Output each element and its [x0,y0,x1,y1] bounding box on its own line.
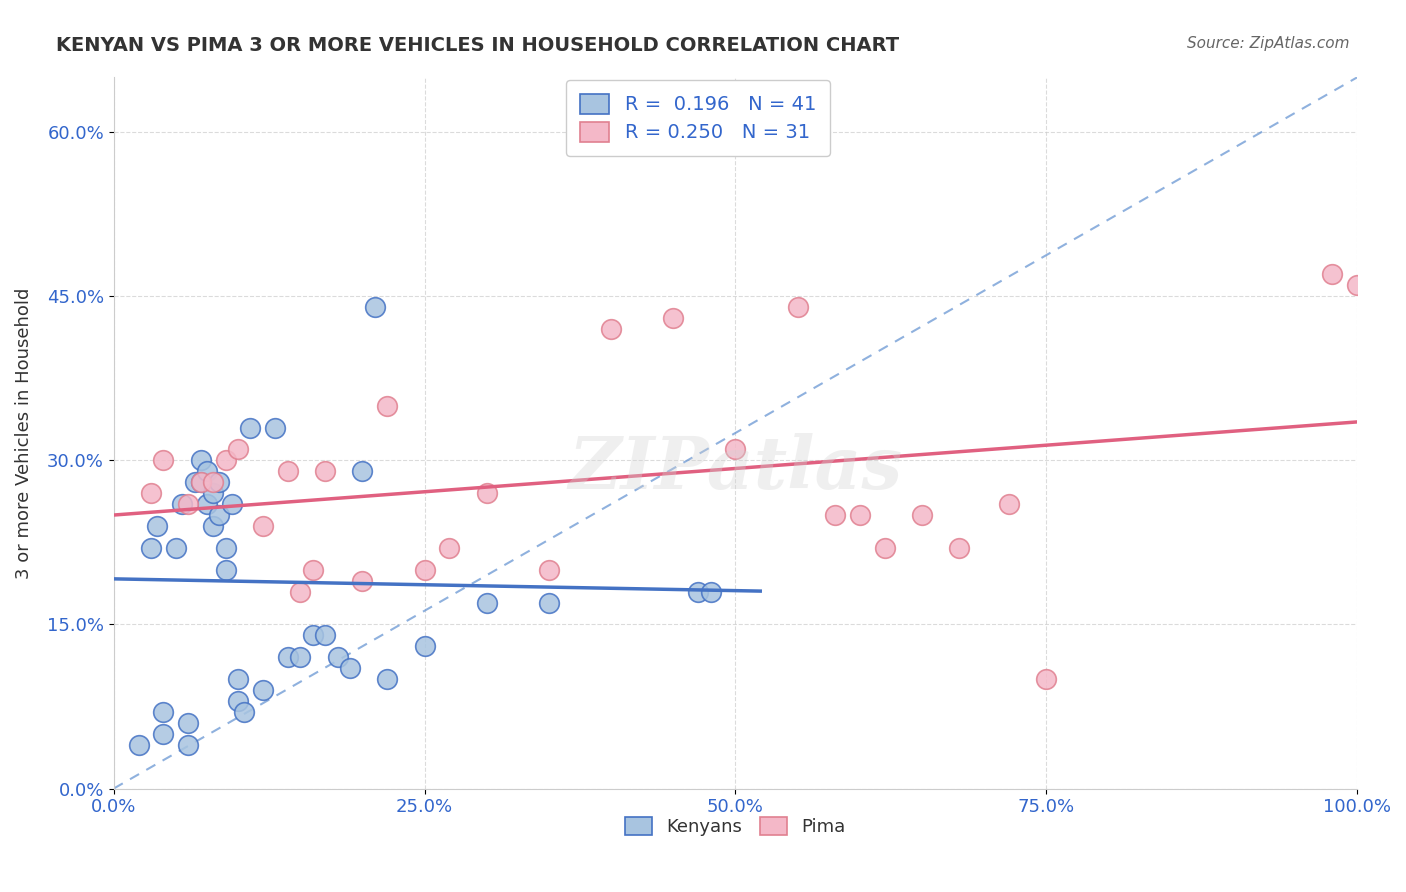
Point [152,453,174,467]
Point [195,497,218,511]
Y-axis label: 3 or more Vehicles in Household: 3 or more Vehicles in Household [15,287,32,579]
Point [475,486,498,500]
Point [208,475,231,490]
Point [128,738,150,752]
Point [301,563,323,577]
Point [537,596,560,610]
Point [202,475,225,490]
Point [352,574,374,588]
Point [911,508,934,522]
Point [172,497,194,511]
Point [177,497,200,511]
Point [375,672,398,686]
Point [214,453,236,467]
Text: KENYAN VS PIMA 3 OR MORE VEHICLES IN HOUSEHOLD CORRELATION CHART: KENYAN VS PIMA 3 OR MORE VEHICLES IN HOU… [56,36,900,54]
Point [202,519,225,533]
Point [221,497,243,511]
Point [724,442,747,457]
Point [364,300,387,314]
Point [352,464,374,478]
Point [152,727,174,741]
Point [290,650,312,665]
Point [264,420,287,434]
Point [848,508,870,522]
Point [233,705,256,719]
Point [177,715,200,730]
Point [277,650,299,665]
Point [214,563,236,577]
Point [139,541,162,555]
Point [948,541,970,555]
Point [208,508,231,522]
Point [190,453,212,467]
Point [252,683,274,698]
Point [301,628,323,642]
Legend: Kenyans, Pima: Kenyans, Pima [617,810,853,844]
Point [277,464,299,478]
Point [375,399,398,413]
Point [686,584,709,599]
Point [177,738,200,752]
Point [662,311,685,326]
Point [1035,672,1057,686]
Point [214,541,236,555]
Point [998,497,1021,511]
Point [413,640,436,654]
Point [252,519,274,533]
Point [824,508,846,522]
Point [314,628,336,642]
Point [314,464,336,478]
Point [226,442,249,457]
Point [873,541,896,555]
Text: Source: ZipAtlas.com: Source: ZipAtlas.com [1187,36,1350,51]
Point [339,661,361,675]
Point [326,650,349,665]
Point [786,300,808,314]
Point [165,541,187,555]
Point [139,486,162,500]
Point [439,541,461,555]
Point [1320,268,1343,282]
Point [413,563,436,577]
Point [152,705,174,719]
Point [195,464,218,478]
Point [183,475,205,490]
Point [226,694,249,708]
Point [190,475,212,490]
Point [239,420,262,434]
Point [226,672,249,686]
Point [290,584,312,599]
Point [146,519,169,533]
Point [1346,278,1368,293]
Point [699,584,721,599]
Point [190,475,212,490]
Point [475,596,498,610]
Point [537,563,560,577]
Point [600,322,623,336]
Point [202,486,225,500]
Text: ZIPatlas: ZIPatlas [568,433,903,504]
